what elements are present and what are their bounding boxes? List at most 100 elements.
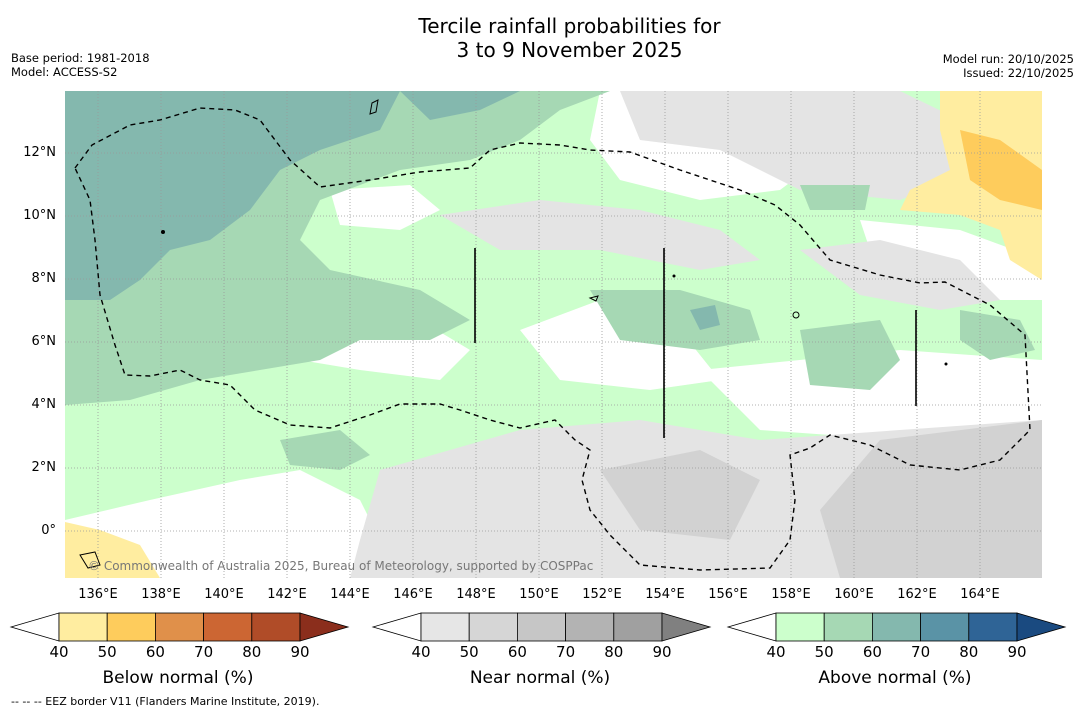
near-normal-40-50-area [800,240,1000,310]
below-normal-legend-swatch [203,612,253,642]
above-normal-50-60-area [280,430,370,470]
boundary-lines [474,248,917,438]
below-normal-legend-tick: 60 [145,643,165,661]
eez-border [74,107,1031,571]
near-normal-40-50-area [620,91,960,200]
below-normal-40-50-area [900,91,1042,280]
lon-label: 140°E [204,587,244,602]
map-title: Tercile rainfall probabilities for 3 to … [0,14,1085,62]
above-normal-legend-tick: 90 [1007,643,1027,661]
lon-label: 162°E [897,587,937,602]
below-normal-legend-tick: 90 [290,643,310,661]
below-normal-legend-tick: 40 [49,643,69,661]
model-name: Model: ACCESS-S2 [11,65,118,79]
run-info: Model run: 20/10/2025 Issued: 22/10/2025 [943,52,1074,80]
graticule [65,91,1042,578]
below-normal-legend-swatch [154,612,204,642]
island-dots [161,230,948,366]
above-normal-legend-tick: 70 [911,643,931,661]
above-normal-legend-tick: 80 [959,643,979,661]
near-normal-legend-extend-low [371,612,422,642]
near-normal-legend-swatch [613,612,663,642]
legend-title-below-normal: Below normal (%) [102,668,254,688]
near-normal-50-60-area [600,450,760,540]
below-normal-40-50-area [65,522,160,578]
near-normal-legend-tick: 40 [411,643,431,661]
below-normal-legend-swatch [251,612,301,642]
lon-label: 158°E [771,587,811,602]
above-normal-50-60-area [800,185,870,210]
below-normal-legend-tick: 80 [242,643,262,661]
near-normal-legend-swatch [420,612,470,642]
above-normal-50-60-area [800,320,900,390]
lon-label: 138°E [141,587,181,602]
above-normal-legend-tick: 60 [862,643,882,661]
lat-label: 8°N [31,271,57,286]
lat-label: 0° [41,523,56,538]
below-normal-legend-extend-high [299,612,350,642]
lat-label: 4°N [31,397,57,412]
lon-label: 146°E [393,587,433,602]
lon-label: 156°E [708,587,748,602]
above-normal-legend-swatch [823,612,873,642]
model-info: Base period: 1981-2018 Model: ACCESS-S2 [11,51,150,79]
above-normal-legend-extend-high [1016,612,1067,642]
above-normal-legend-swatch [920,612,970,642]
below-normal-legend-tick: 70 [194,643,214,661]
lon-label: 152°E [582,587,622,602]
below-normal-legend-swatch [106,612,156,642]
copyright-text: © Commonwealth of Australia 2025, Bureau… [88,559,594,573]
below-normal-50-60-area [960,130,1042,210]
above-normal-legend-swatch [968,612,1018,642]
above-normal-legend-extend-low [726,612,777,642]
near-normal-legend-tick: 80 [604,643,624,661]
above-normal-legend-tick: 50 [814,643,834,661]
lon-label: 154°E [645,587,685,602]
legend-title-above-normal: Above normal (%) [818,668,972,688]
white-area [700,350,1042,440]
title-line-2: 3 to 9 November 2025 [456,38,683,62]
lon-label: 142°E [267,587,307,602]
lon-label: 164°E [960,587,1000,602]
lat-label: 10°N [23,208,56,223]
lat-label: 6°N [31,334,57,349]
eez-footer-note: -- -- -- EEZ border V11 (Flanders Marine… [11,695,320,708]
near-normal-legend-tick: 90 [652,643,672,661]
probability-shading [65,91,1042,578]
white-area [330,185,440,230]
above-normal-legend-swatch [775,612,825,642]
model-run: Model run: 20/10/2025 [942,52,1074,66]
title-line-1: Tercile rainfall probabilities for [418,14,721,38]
near-normal-legend-swatch [468,612,518,642]
near-normal-legend-extend-high [661,612,712,642]
below-normal-legend-tick: 50 [97,643,117,661]
island-outlines [79,99,800,569]
above-normal-50-60-area [960,310,1035,360]
base-period: Base period: 1981-2018 [11,51,150,65]
lon-label: 150°E [519,587,559,602]
above-normal-legend-tick: 40 [766,643,786,661]
near-normal-legend-swatch [565,612,615,642]
above-normal-60-70-area [400,91,520,120]
above-normal-50-60-area [590,290,760,350]
near-normal-legend-swatch [517,612,567,642]
lon-label: 160°E [834,587,874,602]
white-area [65,470,380,578]
above-normal-60-70-area [690,305,720,330]
near-normal-legend-tick: 60 [507,643,527,661]
legend-title-near-normal: Near normal (%) [469,668,611,688]
near-normal-50-60-area [820,420,1042,578]
near-normal-legend-tick: 70 [556,643,576,661]
lat-label: 2°N [31,460,57,475]
lat-label: 12°N [23,145,56,160]
lon-label: 144°E [330,587,370,602]
above-normal-legend-swatch [872,612,922,642]
near-normal-legend-tick: 50 [459,643,479,661]
lon-label: 136°E [78,587,118,602]
issued-date: Issued: 22/10/2025 [963,66,1074,80]
above-normal-60-70-area [65,91,400,300]
below-normal-legend-swatch [58,612,108,642]
white-area [520,300,720,390]
near-normal-40-50-area [440,200,760,270]
